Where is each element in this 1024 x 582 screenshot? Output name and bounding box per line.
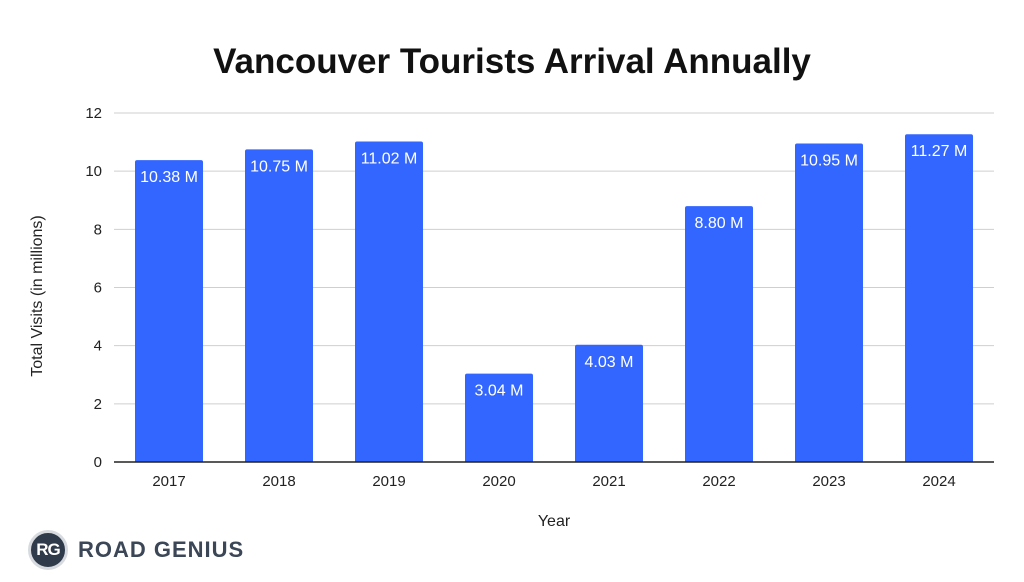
bar-2023 xyxy=(795,143,863,462)
bar-2020 xyxy=(465,373,533,462)
y-tick-label: 8 xyxy=(94,221,102,238)
logo-text: ROAD GENIUS xyxy=(78,537,245,562)
y-tick-label: 12 xyxy=(85,105,102,122)
y-tick-label: 2 xyxy=(94,396,102,413)
y-tick-label: 4 xyxy=(94,338,102,355)
x-tick-label: 2019 xyxy=(372,473,405,490)
bar-2019 xyxy=(355,141,423,463)
x-axis-label: Year xyxy=(537,513,571,530)
x-tick-label: 2024 xyxy=(922,473,955,490)
data-label: 11.27 M xyxy=(911,143,968,160)
x-tick-label: 2020 xyxy=(482,473,515,490)
x-tick-label: 2018 xyxy=(262,473,295,490)
bar-2022 xyxy=(685,206,753,462)
bar-2024 xyxy=(905,134,973,462)
bar-2017 xyxy=(135,160,203,463)
x-tick-label: 2017 xyxy=(152,473,185,490)
logo-badge: RG xyxy=(28,530,68,570)
chart-title: Vancouver Tourists Arrival Annually xyxy=(213,42,811,81)
x-tick-label: 2021 xyxy=(592,473,625,490)
y-tick-label: 10 xyxy=(85,163,102,180)
data-label: 4.03 M xyxy=(585,354,634,371)
y-tick-label: 6 xyxy=(94,280,102,297)
y-tick-label: 0 xyxy=(94,454,102,471)
data-label: 10.38 M xyxy=(140,169,198,186)
data-label: 3.04 M xyxy=(475,383,524,400)
x-tick-label: 2023 xyxy=(812,473,845,490)
bar-2021 xyxy=(575,344,643,462)
y-axis-label: Total Visits (in millions) xyxy=(29,215,46,377)
bar-2018 xyxy=(245,149,313,462)
data-label: 11.02 M xyxy=(361,151,418,168)
x-tick-label: 2022 xyxy=(702,473,735,490)
data-label: 10.95 M xyxy=(800,153,858,170)
road-genius-logo: RG ROAD GENIUS xyxy=(28,528,244,572)
data-label: 8.80 M xyxy=(695,215,744,232)
data-label: 10.75 M xyxy=(250,158,308,175)
